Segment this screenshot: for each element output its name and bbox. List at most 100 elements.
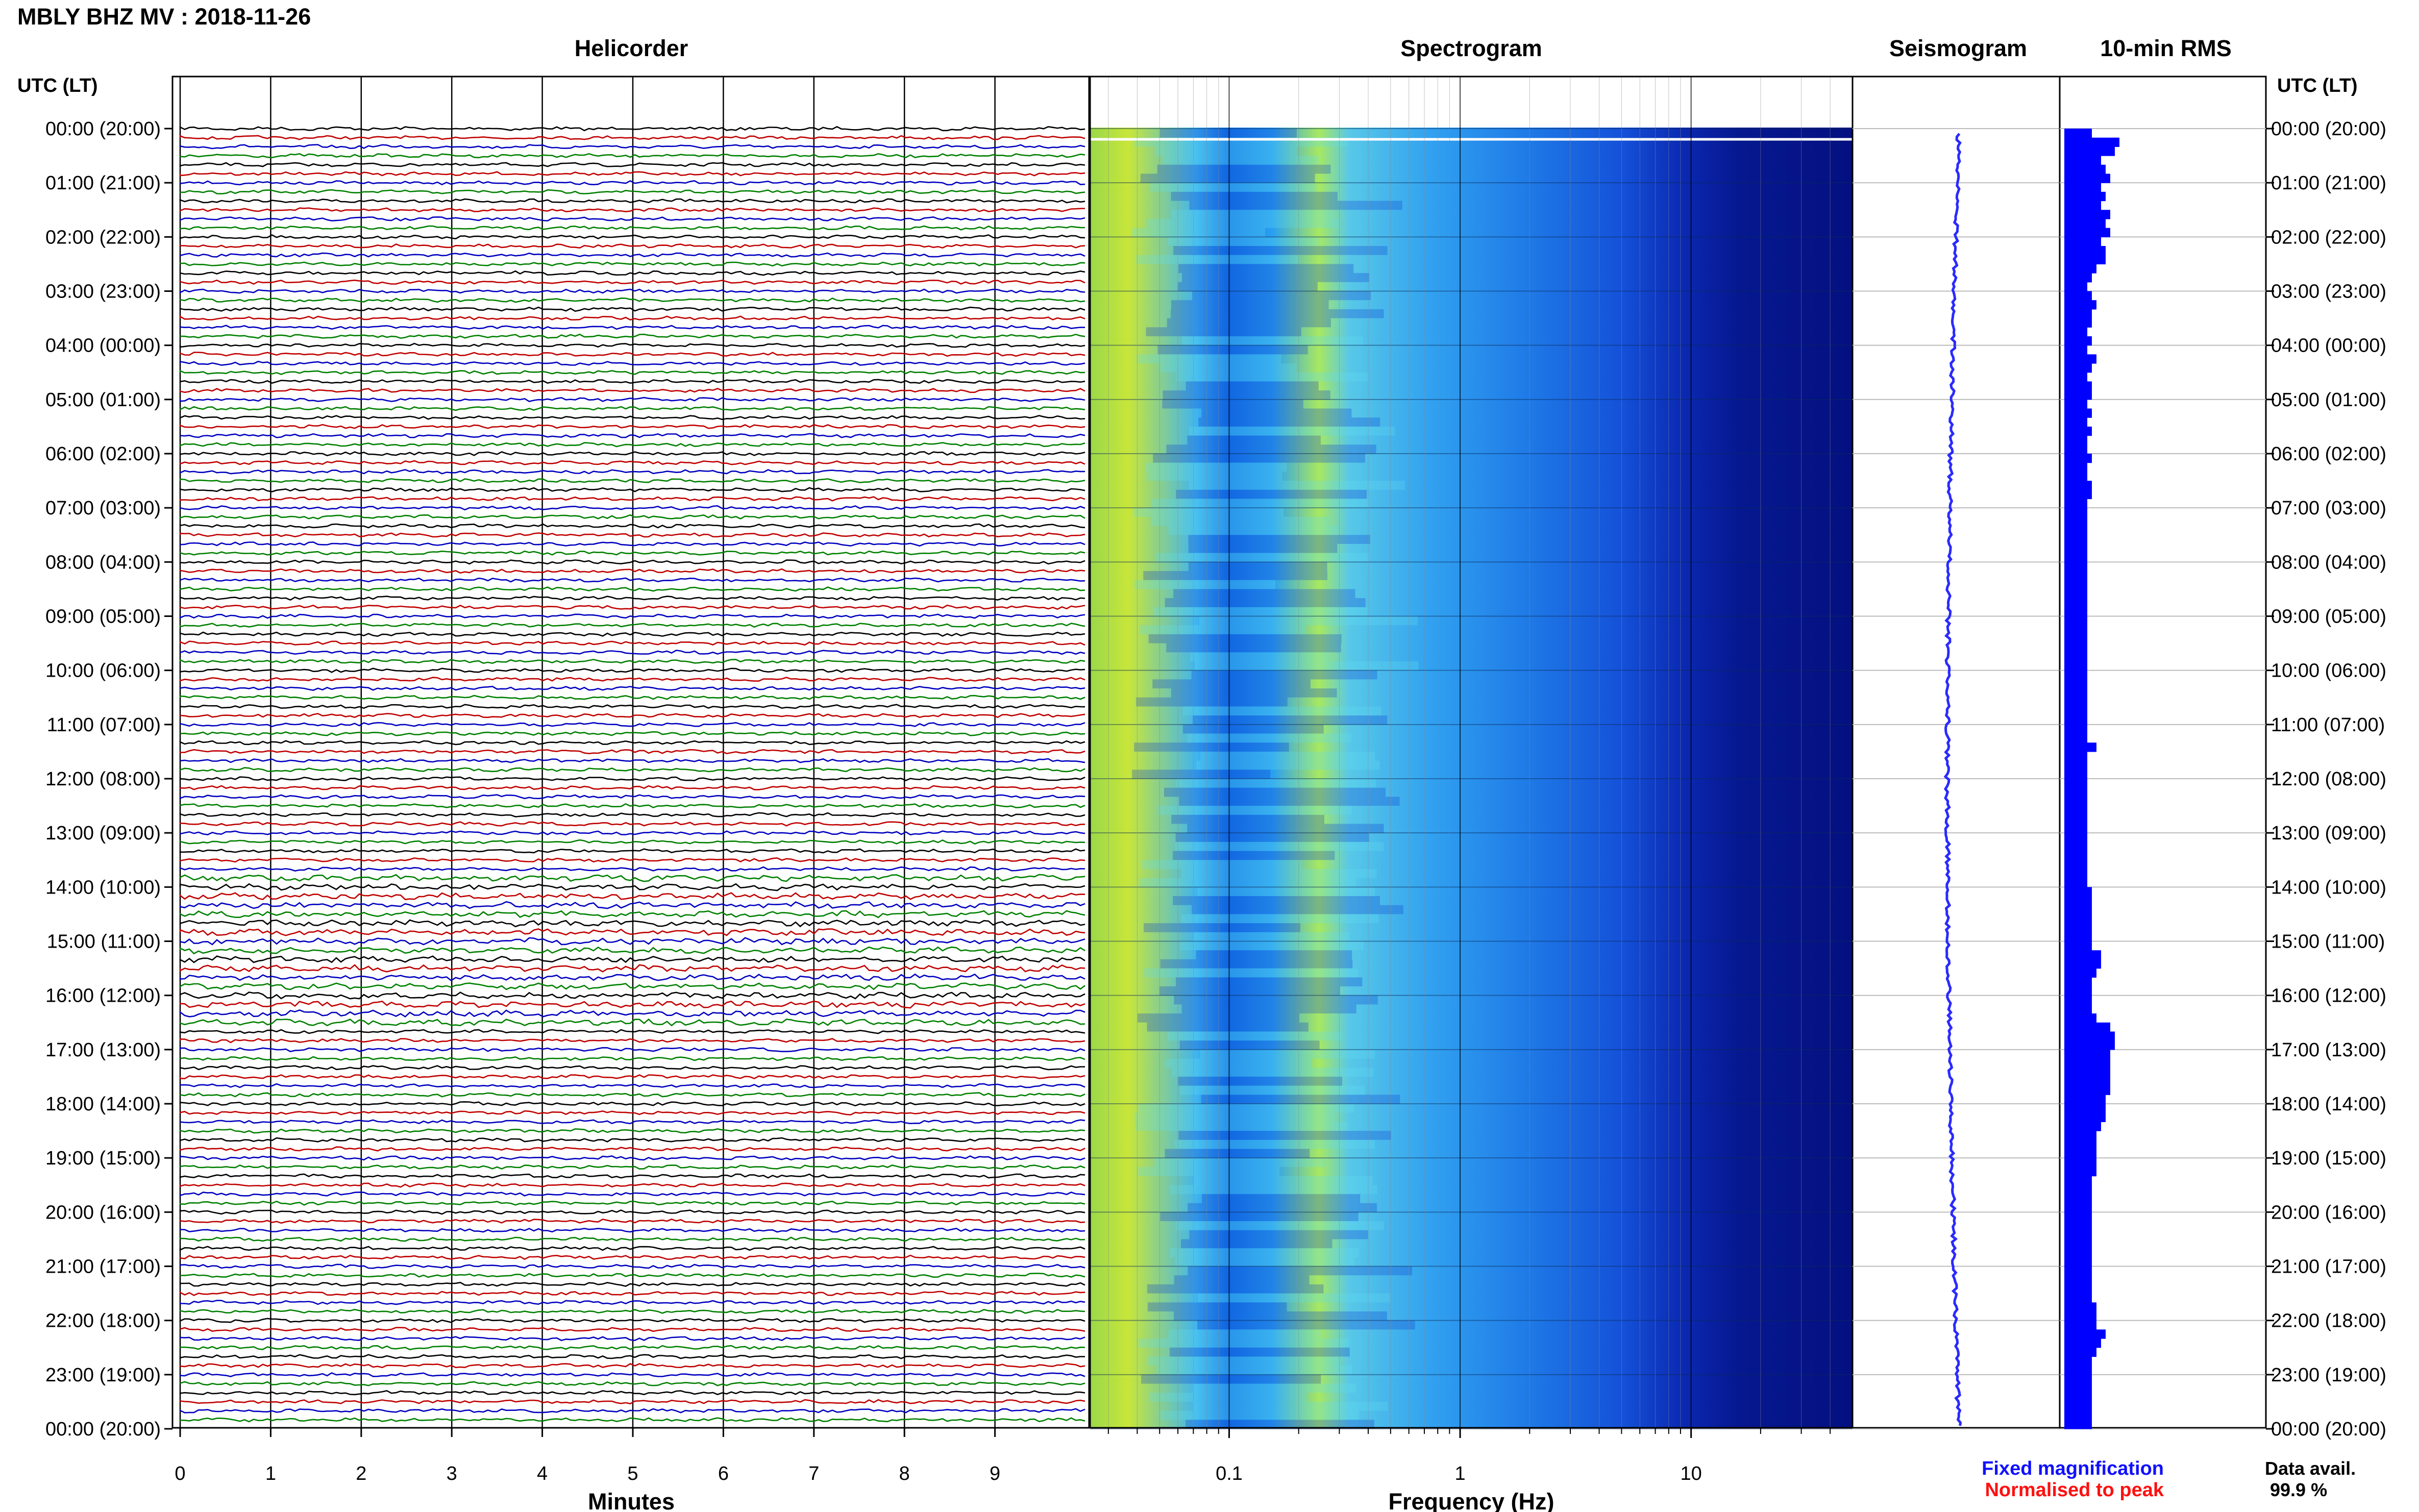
spectrogram-row	[1149, 1393, 1307, 1402]
helicorder-trace	[179, 415, 1085, 420]
rms-bar	[2064, 1347, 2096, 1357]
rms-bar	[2064, 291, 2092, 301]
rms-bar	[2064, 697, 2087, 707]
spectrogram-row	[1143, 923, 1300, 932]
rms-bar	[2064, 1339, 2101, 1348]
helicorder-trace	[179, 1254, 1085, 1260]
spectrogram-row	[1189, 201, 1402, 210]
rms-bar	[2064, 742, 2096, 752]
hour-label-left: 07:00 (03:00)	[45, 498, 161, 519]
helicorder-panel	[171, 76, 1090, 1429]
rms-bar	[2064, 1104, 2106, 1113]
helicorder-trace	[179, 261, 1085, 267]
hour-label-left: 18:00 (14:00)	[45, 1094, 161, 1115]
rms-bar	[2064, 941, 2092, 951]
helicorder-trace	[179, 758, 1085, 763]
spectrogram-row	[1176, 977, 1363, 986]
rms-bar	[2064, 1022, 2110, 1032]
spectrogram-row	[1158, 806, 1352, 815]
rms-bar	[2064, 173, 2110, 183]
spectrogram-row	[1189, 1230, 1368, 1240]
rms-bar	[2064, 1420, 2092, 1429]
hour-label-left: 11:00 (07:00)	[47, 714, 161, 736]
hour-label-right: 12:00 (08:00)	[2271, 769, 2386, 790]
rms-bar	[2064, 841, 2087, 852]
spectrogram-row	[1171, 309, 1384, 318]
spectrogram-row	[1197, 1320, 1415, 1330]
helicorder-trace	[179, 1047, 1085, 1052]
rms-bar	[2064, 1058, 2110, 1068]
helicorder-trace	[179, 460, 1085, 465]
spectrogram-row	[1186, 1420, 1374, 1429]
hour-label-left: 05:00 (01:00)	[45, 389, 161, 411]
rms-bar	[2064, 670, 2087, 680]
rms-bar	[2064, 444, 2087, 454]
spectrogram-row	[1138, 1104, 1354, 1113]
rms-bar	[2064, 1185, 2092, 1195]
spectrogram-row	[1174, 1275, 1310, 1284]
rms-bar	[2064, 435, 2087, 445]
helicorder-trace	[179, 803, 1085, 809]
spectrogram-row	[1180, 1239, 1332, 1249]
legend-fixed: Fixed magnification	[1982, 1458, 2164, 1479]
spectrogram-row	[1143, 968, 1359, 978]
rms-bar	[2064, 1013, 2096, 1023]
helicorder-trace	[179, 505, 1085, 511]
rms-bar	[2064, 724, 2087, 734]
spectrogram-row	[1147, 1356, 1340, 1366]
spectrogram-row	[1154, 1158, 1326, 1167]
rms-bar	[2064, 571, 2087, 581]
helicorder-trace	[179, 919, 1085, 928]
rms-bar	[2064, 1158, 2096, 1168]
minute-tick-label: 9	[990, 1463, 1000, 1484]
rms-bar	[2064, 589, 2087, 599]
spectrogram-row	[1159, 986, 1340, 996]
helicorder-trace	[179, 1137, 1085, 1143]
helicorder-trace	[179, 234, 1085, 240]
spectrogram-row	[1152, 679, 1311, 689]
hour-label-right: 17:00 (13:00)	[2271, 1039, 2386, 1061]
helicorder-trace	[179, 1300, 1085, 1305]
spectrogram-row	[1153, 607, 1368, 616]
helicorder-trace	[179, 1281, 1085, 1287]
rms-bar	[2064, 1095, 2106, 1104]
spectrogram-row	[1136, 1122, 1348, 1131]
spectrogram-row	[1173, 896, 1380, 905]
rms-bar	[2064, 760, 2087, 770]
helicorder-trace	[179, 794, 1085, 800]
spectrogram-row	[1162, 399, 1303, 409]
frequency-tick-label: 1	[1454, 1463, 1465, 1484]
spectrogram-row	[1173, 1311, 1387, 1321]
spectrogram-row	[1198, 1293, 1391, 1303]
spectrogram-row	[1139, 878, 1356, 887]
spectrogram-row	[1189, 481, 1405, 490]
rms-bar	[2064, 643, 2087, 653]
spectrogram-row	[1143, 571, 1327, 580]
rms-title: 10-min RMS	[2100, 35, 2232, 61]
spectrogram-row	[1165, 1149, 1310, 1158]
spectrogram-row	[1182, 706, 1381, 716]
spectrogram-row	[1159, 129, 1297, 138]
helicorder-trace	[179, 369, 1085, 375]
spectrogram-row	[1171, 210, 1334, 219]
helicorder-trace	[179, 586, 1085, 592]
rms-bar	[2064, 499, 2087, 508]
helicorder-trace	[179, 1029, 1085, 1034]
hour-label-left: 08:00 (04:00)	[45, 552, 161, 573]
minute-tick-label: 2	[356, 1463, 366, 1484]
helicorder-trace	[179, 812, 1085, 817]
helicorder-trace	[179, 162, 1085, 167]
rms-bar	[2064, 390, 2092, 400]
hour-label-left: 00:00 (20:00)	[45, 118, 161, 140]
helicorder-trace	[179, 1417, 1085, 1423]
rms-bar	[2064, 1031, 2115, 1041]
spectrogram-row	[1150, 516, 1330, 526]
rms-bar	[2064, 1040, 2115, 1050]
helicorder-trace	[179, 1092, 1085, 1098]
rms-bar	[2064, 751, 2087, 761]
hour-label-right: 03:00 (23:00)	[2271, 281, 2386, 303]
helicorder-trace	[179, 171, 1085, 177]
rms-bar	[2064, 1275, 2092, 1285]
rms-bar	[2064, 408, 2092, 418]
hour-label-left: 09:00 (05:00)	[45, 606, 161, 628]
